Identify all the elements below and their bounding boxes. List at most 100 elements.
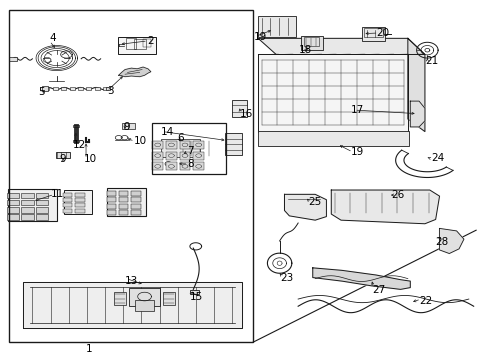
Text: 7: 7 — [186, 146, 193, 156]
Bar — [36, 200, 48, 206]
Bar — [7, 193, 19, 198]
Bar — [75, 209, 85, 213]
Bar — [73, 140, 79, 142]
Text: 18: 18 — [299, 45, 312, 55]
Bar — [129, 288, 159, 306]
Polygon shape — [439, 228, 463, 253]
Bar — [152, 162, 163, 170]
Bar — [106, 210, 116, 215]
Bar — [193, 141, 203, 149]
Bar — [53, 87, 58, 90]
Bar — [122, 123, 134, 129]
Bar — [86, 87, 91, 90]
Bar — [152, 123, 225, 174]
Bar — [44, 87, 49, 90]
Bar — [232, 100, 246, 117]
Bar — [61, 87, 66, 90]
Bar — [163, 292, 175, 305]
Bar — [7, 214, 19, 220]
Text: 27: 27 — [371, 285, 385, 296]
Text: 19: 19 — [350, 147, 363, 157]
Bar — [179, 152, 190, 159]
Text: 10: 10 — [133, 136, 146, 146]
Bar — [114, 292, 126, 305]
Bar — [131, 191, 141, 196]
Bar — [119, 197, 128, 202]
Bar — [75, 193, 85, 197]
Text: 13: 13 — [125, 276, 138, 286]
Polygon shape — [330, 190, 439, 224]
Text: 24: 24 — [430, 153, 443, 163]
Bar — [69, 87, 74, 90]
Bar — [36, 193, 48, 198]
Bar — [119, 204, 128, 209]
Text: 15: 15 — [189, 292, 203, 302]
Text: 21: 21 — [424, 56, 437, 66]
Bar — [165, 152, 176, 159]
Bar — [78, 87, 83, 90]
Bar — [126, 39, 136, 49]
Bar — [62, 209, 72, 213]
Text: 22: 22 — [418, 296, 431, 306]
Text: 3: 3 — [107, 86, 113, 96]
Text: 6: 6 — [177, 133, 183, 143]
Text: 10: 10 — [83, 154, 97, 164]
Bar — [63, 190, 92, 215]
Bar — [62, 203, 72, 207]
Bar — [7, 200, 19, 206]
Bar — [179, 141, 190, 149]
Text: 28: 28 — [435, 237, 448, 247]
Bar — [9, 10, 253, 342]
Polygon shape — [119, 67, 151, 77]
Bar — [9, 57, 17, 61]
Bar — [73, 125, 79, 127]
Bar — [106, 204, 116, 209]
Bar — [131, 197, 141, 202]
Bar — [190, 290, 199, 294]
Bar — [21, 200, 34, 206]
Bar — [95, 87, 100, 90]
Polygon shape — [258, 54, 407, 132]
Bar — [258, 16, 296, 37]
Bar — [258, 131, 408, 146]
Bar — [62, 193, 72, 197]
Bar — [193, 162, 203, 170]
Bar — [75, 203, 85, 207]
Bar — [7, 207, 19, 213]
Bar — [193, 152, 203, 159]
Polygon shape — [284, 194, 326, 220]
Bar — [165, 141, 176, 149]
Text: 1: 1 — [86, 343, 92, 354]
Bar — [361, 27, 385, 41]
Bar — [131, 210, 141, 215]
Bar — [152, 152, 163, 159]
Bar — [21, 193, 34, 198]
Bar — [152, 141, 163, 149]
Bar — [364, 28, 382, 37]
Bar — [304, 37, 319, 46]
Bar — [75, 198, 85, 202]
Polygon shape — [409, 101, 424, 127]
Text: 9: 9 — [59, 154, 66, 164]
Text: 14: 14 — [160, 127, 174, 136]
Bar — [36, 207, 48, 213]
Polygon shape — [22, 282, 242, 328]
Text: 17: 17 — [350, 105, 363, 115]
Bar — [36, 214, 48, 220]
Bar — [160, 139, 199, 157]
Bar — [8, 189, 57, 221]
Text: 8: 8 — [186, 159, 193, 169]
Bar — [119, 191, 128, 196]
Bar — [106, 188, 146, 216]
Bar — [135, 300, 154, 311]
Bar — [119, 210, 128, 215]
Text: 23: 23 — [280, 273, 293, 283]
Bar — [118, 37, 156, 54]
Polygon shape — [407, 39, 424, 132]
Bar — [21, 207, 34, 213]
Text: 9: 9 — [123, 122, 130, 132]
Text: 5: 5 — [38, 87, 45, 97]
Bar — [41, 86, 47, 91]
Text: 2: 2 — [147, 36, 153, 46]
Bar — [106, 191, 116, 196]
